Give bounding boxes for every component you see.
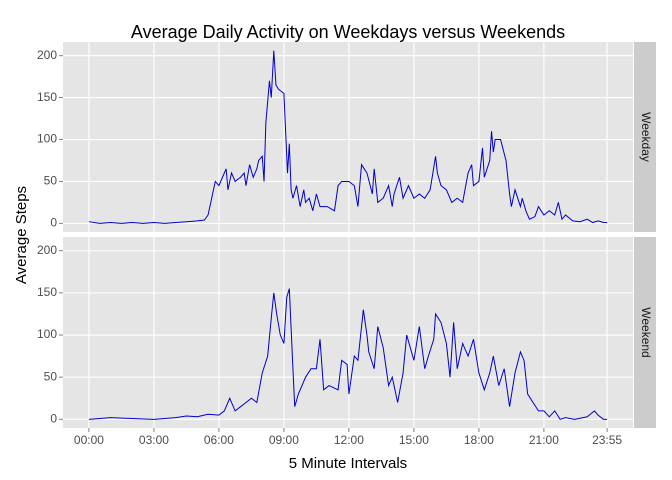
y-axis-title: Average Steps — [13, 186, 30, 284]
y-tick-label: 0 — [50, 411, 57, 425]
strip-label: Weekend — [639, 307, 653, 357]
x-tick-label: 00:00 — [74, 433, 104, 447]
y-tick-label: 200 — [37, 48, 57, 62]
panel-background — [63, 42, 633, 232]
y-tick-label: 50 — [44, 369, 58, 383]
strip-label: Weekday — [639, 112, 653, 162]
panel-background — [63, 237, 633, 428]
y-tick-label: 200 — [37, 243, 57, 257]
x-tick-label: 06:00 — [204, 433, 234, 447]
x-tick-label: 03:00 — [139, 433, 169, 447]
x-tick-label: 09:00 — [269, 433, 299, 447]
strip-background — [634, 237, 656, 428]
y-tick-label: 50 — [44, 174, 58, 188]
data-line — [88, 288, 608, 420]
x-tick-label: 21:00 — [529, 433, 559, 447]
y-tick-label: 150 — [37, 90, 57, 104]
x-tick-label: 18:00 — [464, 433, 494, 447]
y-tick-label: 100 — [37, 132, 57, 146]
chart-title: Average Daily Activity on Weekdays versu… — [131, 22, 565, 42]
x-axis-title: 5 Minute Intervals — [289, 455, 407, 472]
x-tick-label: 12:00 — [334, 433, 364, 447]
y-tick-label: 100 — [37, 327, 57, 341]
y-tick-label: 0 — [50, 216, 57, 230]
data-line — [88, 50, 608, 224]
strip-background — [634, 42, 656, 232]
x-tick-label: 23:55 — [592, 433, 622, 447]
x-tick-label: 15:00 — [399, 433, 429, 447]
y-tick-label: 150 — [37, 285, 57, 299]
